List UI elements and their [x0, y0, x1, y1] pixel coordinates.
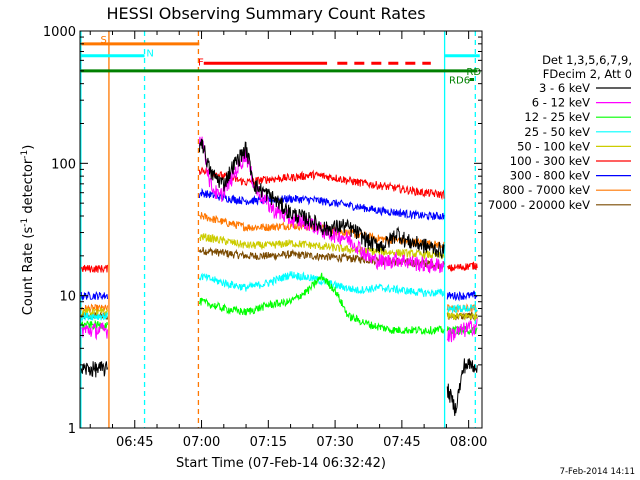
legend-label-3: 25 - 50 keV	[524, 125, 590, 139]
x-tick-label-07:45: 07:45	[383, 435, 420, 450]
x-tick-label-07:30: 07:30	[316, 435, 353, 450]
series-line-100-300kev-1	[198, 166, 445, 201]
flag-label-f: F	[198, 57, 204, 68]
x-tick-label-06:45: 06:45	[116, 435, 153, 450]
series-line-3-6kev-0	[80, 361, 108, 378]
series-line-100-300kev-0	[80, 264, 108, 274]
y-tick-label-100: 100	[51, 157, 76, 172]
x-axis-title: Start Time (07-Feb-14 06:32:42)	[176, 456, 386, 471]
series-line-50-100kev-1	[199, 233, 445, 260]
legend-header-line-2: FDecim 2, Att 0	[543, 67, 632, 81]
series-line-3-6kev-2	[446, 358, 478, 416]
series-line-25-50kev-1	[198, 271, 445, 298]
y-tick-label-10: 10	[59, 290, 76, 305]
series-line-6-12kev-2	[446, 318, 478, 343]
series-line-50-100kev-0	[80, 306, 108, 317]
series-line-300-800kev-1	[198, 187, 445, 221]
legend-label-8: 7000 - 20000 keV	[488, 198, 590, 212]
series-line-800-7000kev-0	[80, 303, 108, 313]
x-tick-label-07:00: 07:00	[183, 435, 220, 450]
series-line-6-12kev-1	[198, 136, 445, 274]
series-line-6-12kev-0	[81, 321, 108, 341]
x-tick-label-08:00: 08:00	[450, 435, 487, 450]
y-tick-label-1000: 1000	[43, 25, 76, 40]
legend-label-5: 100 - 300 keV	[510, 154, 590, 168]
series-line-300-800kev-0	[80, 290, 108, 301]
y-tick-label-1: 1	[68, 422, 76, 437]
legend-label-2: 12 - 25 keV	[524, 110, 590, 124]
legend-label-6: 300 - 800 keV	[510, 169, 590, 183]
chart-title: HESSI Observing Summary Count Rates	[106, 4, 425, 23]
series-line-100-300kev-2	[447, 261, 478, 273]
series-line-300-800kev-2	[446, 290, 478, 302]
flag-label-s: S	[100, 35, 106, 46]
series-line-3-6kev-1	[198, 138, 445, 259]
y-axis-title: Count Rate (s-1 detector-1)	[20, 145, 36, 316]
flag-label-rd6: RD6	[449, 76, 470, 87]
legend-label-4: 50 - 100 keV	[517, 139, 590, 153]
timestamp-label: 7-Feb-2014 14:11	[560, 467, 635, 477]
series-line-25-50kev-0	[80, 312, 108, 322]
series-line-50-100kev-2	[446, 310, 478, 322]
flag-label-n: N	[146, 48, 153, 59]
legend-label-1: 6 - 12 keV	[532, 96, 590, 110]
series-line-25-50kev-2	[447, 304, 478, 313]
series-line-12-25kev-1	[198, 272, 445, 336]
x-tick-label-07:15: 07:15	[250, 435, 287, 450]
legend-label-0: 3 - 6 keV	[539, 81, 590, 95]
flag-label-rd0: RD0	[466, 67, 487, 78]
legend-header-line-1: Det 1,3,5,6,7,9,	[542, 53, 632, 67]
plot-frame	[79, 30, 483, 429]
legend-label-7: 800 - 7000 keV	[502, 183, 590, 197]
